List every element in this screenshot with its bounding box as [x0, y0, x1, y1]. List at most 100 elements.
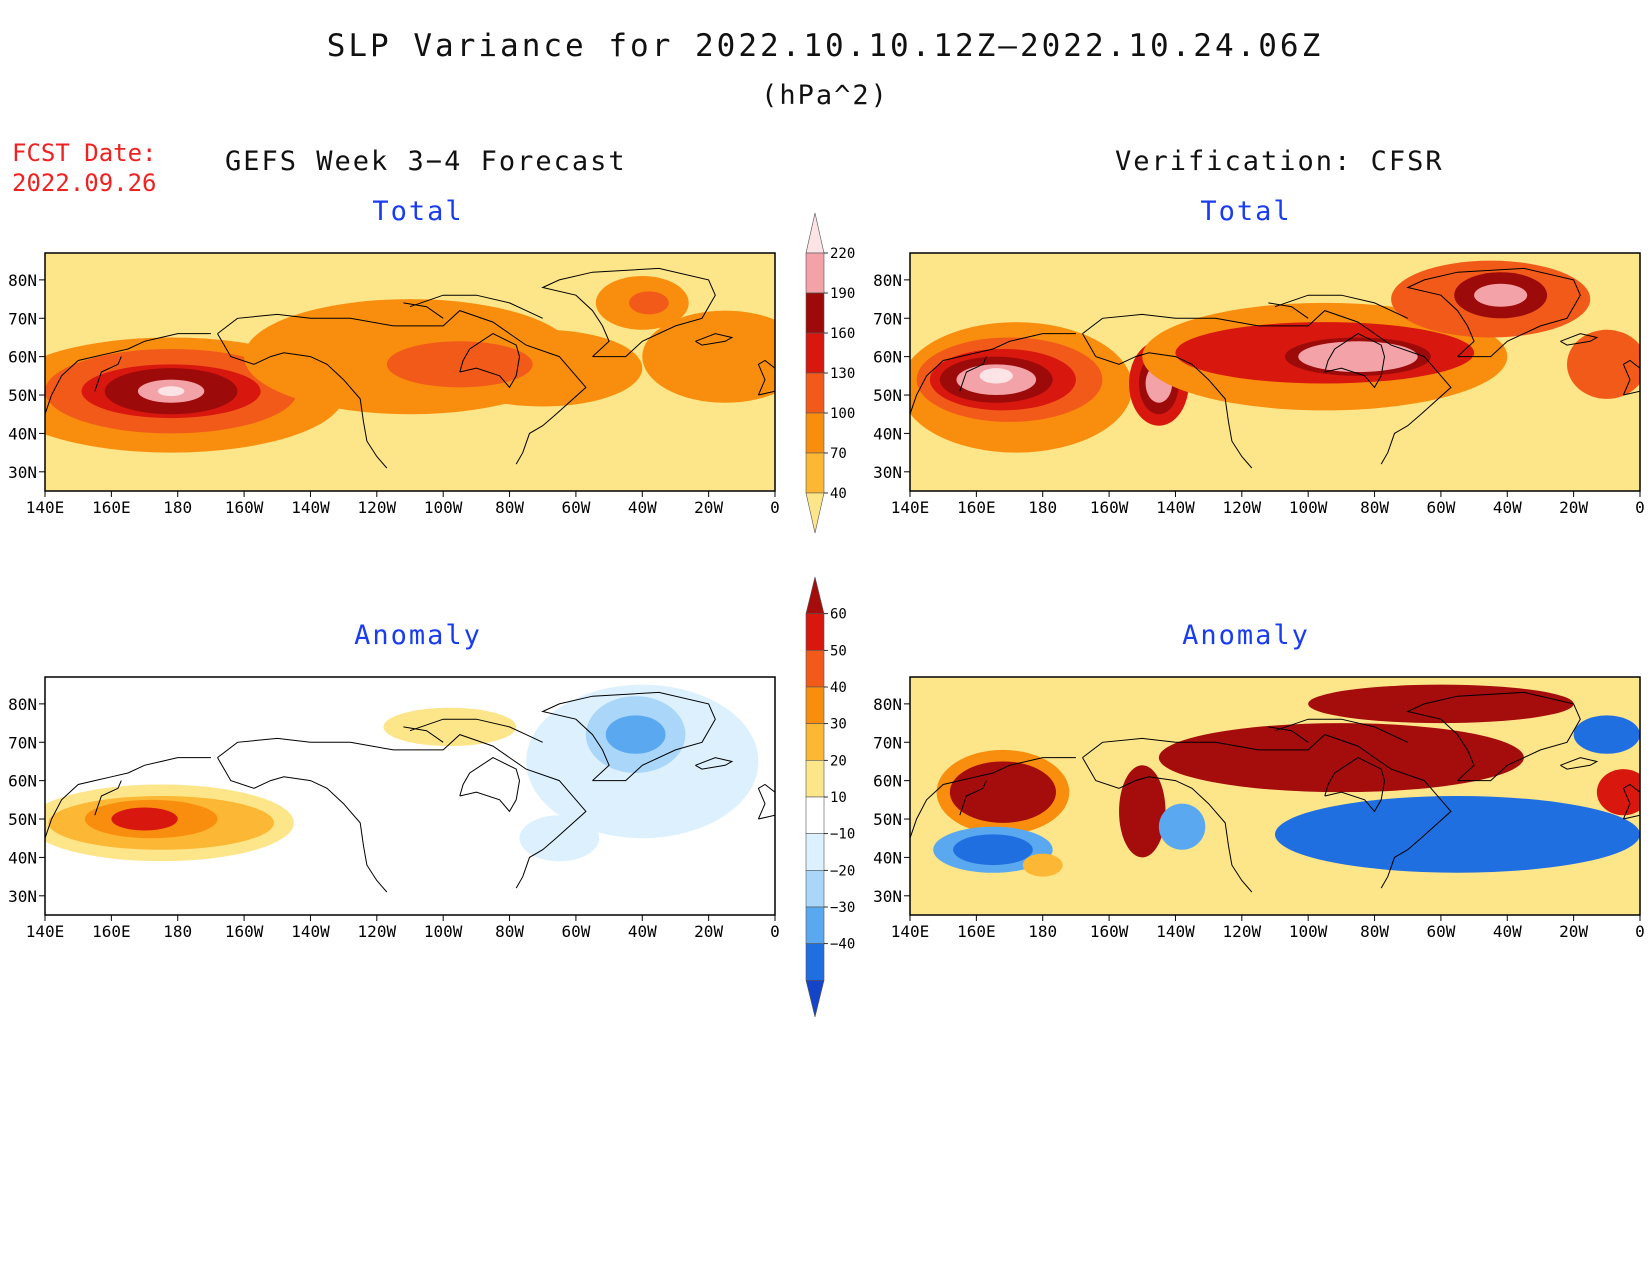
colorbar-label: 50	[830, 643, 847, 659]
contour-region	[386, 341, 533, 388]
colorbar-cell	[805, 906, 825, 944]
lat-tick-label: 50N	[873, 810, 902, 829]
cfsr-anomaly-map: 30N 40N 50N 60N 70N 80N 140E 160E 180 160W 140W 120…	[873, 676, 1645, 941]
lon-tick-label: 160W	[1090, 922, 1129, 941]
lat-tick-label: 80N	[873, 271, 902, 290]
lat-tick-label: 50N	[873, 386, 902, 405]
lon-tick-label: 140W	[291, 922, 330, 941]
lon-tick-label: 180	[1028, 498, 1057, 517]
coastline	[1560, 757, 1599, 770]
lon-tick-label: 60W	[561, 922, 590, 941]
lat-tick-label: 60N	[8, 772, 37, 791]
lon-tick-label: 160E	[957, 498, 996, 517]
lon-tick-label: 160E	[957, 922, 996, 941]
map-frame	[909, 676, 1641, 916]
colorbar-cell	[805, 372, 825, 414]
lon-tick-label: 140E	[26, 498, 65, 517]
colorbar-cell	[805, 796, 825, 834]
coastline	[409, 718, 543, 743]
lon-tick-label: 120W	[358, 922, 397, 941]
coastline	[757, 783, 775, 820]
lon-tick-label: 40W	[1493, 922, 1522, 941]
colorbar-cell	[805, 686, 825, 724]
colorbar-cell	[805, 723, 825, 761]
lat-tick-label: 80N	[873, 695, 902, 714]
contour-region	[1158, 803, 1206, 850]
coastline	[1324, 757, 1386, 813]
map-frame	[44, 252, 776, 492]
lat-tick-label: 30N	[873, 887, 902, 906]
coastline	[959, 780, 987, 816]
colorbar-label: 130	[830, 366, 855, 382]
coastline	[910, 757, 1076, 839]
colorbar-label: 40	[830, 680, 847, 696]
coastline	[1082, 757, 1253, 893]
coastline	[1082, 333, 1253, 469]
coastline	[45, 757, 211, 839]
colorbar-label: 10	[830, 790, 847, 806]
contour-region	[383, 707, 517, 747]
contour-region	[953, 834, 1033, 866]
coastline	[45, 333, 211, 415]
cfsr-total-title: Total	[1200, 196, 1292, 227]
colorbar-cell	[805, 252, 825, 294]
lon-tick-label: 140E	[891, 922, 930, 941]
lat-tick-label: 50N	[8, 386, 37, 405]
lon-tick-label: 20W	[1559, 498, 1588, 517]
coastline	[757, 359, 775, 396]
lon-tick-label: 20W	[694, 922, 723, 941]
gefs-anomaly-title: Anomaly	[354, 620, 482, 651]
colorbar-cell	[805, 943, 825, 981]
lat-tick-label: 60N	[873, 348, 902, 367]
lat-tick-label: 30N	[8, 887, 37, 906]
contour-region	[979, 368, 1013, 384]
colorbar-label: 30	[830, 717, 847, 733]
coastline	[217, 757, 388, 893]
colorbar-label: 40	[830, 486, 847, 502]
colorbar-cell	[805, 980, 825, 1018]
colorbar-cell	[805, 332, 825, 374]
lon-tick-label: 80W	[495, 498, 524, 517]
lon-tick-label: 20W	[1559, 922, 1588, 941]
lat-tick-label: 70N	[8, 309, 37, 328]
coastline	[959, 356, 987, 392]
contour-region	[1308, 684, 1574, 724]
lat-tick-label: 30N	[8, 463, 37, 482]
lon-tick-label: 0	[1635, 498, 1645, 517]
lon-tick-label: 100W	[1289, 922, 1328, 941]
lon-tick-label: 160E	[92, 498, 131, 517]
cfsr-column-title: Verification: CFSR	[1115, 146, 1444, 177]
lat-tick-label: 60N	[873, 772, 902, 791]
coastline	[541, 691, 716, 782]
lon-tick-label: 140W	[1156, 498, 1195, 517]
colorbar-label: 220	[830, 246, 855, 262]
forecast-date-label: FCST Date:	[12, 139, 157, 167]
colorbar-label: 70	[830, 446, 847, 462]
colorbar-label: −40	[830, 937, 855, 953]
contour-region	[605, 715, 666, 754]
lon-tick-label: 140W	[291, 498, 330, 517]
lon-tick-label: 100W	[1289, 498, 1328, 517]
colorbar-label: −20	[830, 863, 855, 879]
coastline	[1082, 310, 1452, 465]
forecast-date: FCST Date: 2022.09.26	[12, 138, 157, 198]
contour-region	[1022, 853, 1063, 877]
contour-region	[949, 761, 1056, 823]
lon-tick-label: 80W	[1360, 922, 1389, 941]
forecast-date-value: 2022.09.26	[12, 169, 157, 197]
map-frame	[909, 252, 1641, 492]
coastline	[403, 726, 444, 743]
lon-tick-label: 40W	[1493, 498, 1522, 517]
contour-region	[111, 807, 178, 831]
lon-tick-label: 160W	[225, 498, 264, 517]
lon-tick-label: 160W	[225, 922, 264, 941]
colorbar-cell	[805, 870, 825, 908]
contour-region	[629, 291, 669, 315]
colorbar-label: −30	[830, 900, 855, 916]
colorbar-label: 190	[830, 286, 855, 302]
lon-tick-label: 0	[770, 498, 780, 517]
coastline	[94, 356, 122, 392]
colorbar-cell	[805, 576, 825, 614]
lon-tick-label: 140E	[891, 498, 930, 517]
coastline	[1324, 333, 1386, 389]
